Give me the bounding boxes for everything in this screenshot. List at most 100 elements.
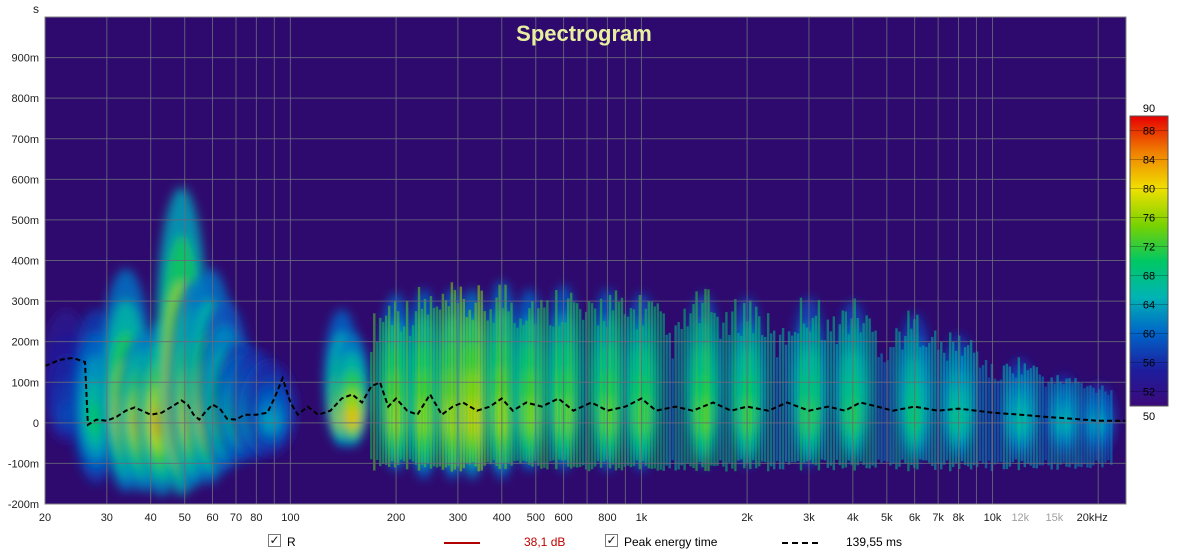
r-checkbox[interactable]: ✓ bbox=[268, 533, 281, 547]
spectral-streak bbox=[722, 322, 725, 467]
spectral-streak bbox=[385, 315, 388, 465]
spectral-streak bbox=[793, 332, 797, 463]
legend-bar: ✓ R 38,1 dB ✓ Peak energy time 139,55 ms bbox=[0, 532, 1200, 554]
x-tick-label: 8k bbox=[953, 512, 965, 524]
spectral-streak bbox=[492, 322, 495, 461]
spectral-streak bbox=[928, 342, 931, 463]
spectral-streak bbox=[510, 302, 513, 466]
spectral-streak bbox=[647, 301, 651, 469]
spectral-streak bbox=[1098, 389, 1101, 464]
spectral-streak bbox=[611, 310, 615, 465]
spectral-streak bbox=[1071, 383, 1074, 465]
spectral-streak bbox=[814, 315, 818, 466]
x-tick-label: 7k bbox=[932, 512, 944, 524]
spectral-streak bbox=[1050, 377, 1053, 470]
spectral-streak bbox=[752, 333, 755, 461]
spectral-streak bbox=[838, 324, 841, 466]
spectral-streak bbox=[379, 317, 382, 467]
spectral-streak bbox=[423, 298, 427, 468]
spectral-streak bbox=[886, 360, 889, 462]
spectral-streak bbox=[904, 335, 907, 464]
spectral-streak bbox=[963, 347, 967, 466]
x-tick-label: 400 bbox=[493, 512, 511, 524]
x-tick-label: 30 bbox=[101, 512, 113, 524]
spectral-streak bbox=[934, 330, 937, 470]
y-tick-label: 500m bbox=[11, 215, 39, 227]
spectral-streak bbox=[787, 331, 791, 465]
spectral-streak bbox=[931, 336, 934, 466]
spectral-streak bbox=[584, 311, 588, 470]
spectral-streak bbox=[668, 332, 671, 469]
spectral-streak bbox=[620, 297, 624, 471]
energy-blob bbox=[244, 361, 297, 456]
spectral-streak bbox=[716, 316, 719, 466]
spectral-streak bbox=[575, 303, 579, 468]
peak-energy-checkbox[interactable]: ✓ bbox=[605, 533, 618, 547]
spectral-streak bbox=[835, 344, 839, 460]
spectral-streak bbox=[925, 346, 928, 461]
spectral-streak bbox=[662, 313, 665, 471]
spectral-streak bbox=[1023, 363, 1027, 468]
spectral-streak bbox=[737, 332, 740, 461]
spectral-streak bbox=[370, 351, 373, 460]
x-tick-label: 5k bbox=[881, 512, 893, 524]
spectral-streak bbox=[387, 305, 391, 467]
spectral-streak bbox=[587, 301, 591, 472]
spectral-streak bbox=[710, 312, 713, 466]
spectral-streak bbox=[865, 315, 868, 469]
spectral-streak bbox=[856, 317, 859, 466]
spectral-streak bbox=[713, 312, 716, 466]
spectral-streak bbox=[405, 300, 409, 470]
spectral-streak bbox=[465, 317, 468, 463]
colorbar-tick-label: 64 bbox=[1143, 300, 1155, 312]
spectral-streak bbox=[674, 325, 677, 471]
spectral-streak bbox=[1080, 383, 1083, 467]
spectral-streak bbox=[695, 291, 698, 471]
spectral-streak bbox=[483, 311, 486, 466]
spectral-streak bbox=[758, 316, 761, 467]
spectral-streak bbox=[635, 329, 639, 461]
spectral-streak bbox=[1110, 390, 1113, 465]
spectral-streak bbox=[826, 319, 830, 469]
x-tick-label: 300 bbox=[449, 512, 467, 524]
spectral-streak bbox=[686, 326, 689, 464]
spectral-streak bbox=[549, 325, 552, 462]
colorbar: 88 84 80 76 72 68 64 60 56 52 90 50 bbox=[1129, 103, 1169, 423]
spectral-streak bbox=[877, 357, 880, 460]
peak-energy-line bbox=[45, 356, 1126, 427]
spectral-streak bbox=[841, 310, 844, 469]
peak-energy-swatch bbox=[782, 542, 818, 544]
spectral-streak bbox=[698, 323, 701, 462]
spectral-streak bbox=[731, 311, 734, 469]
spectral-streak bbox=[528, 308, 531, 465]
spectral-streak bbox=[692, 303, 695, 469]
y-tick-label: 200m bbox=[11, 337, 39, 349]
colorbar-tick-label: 60 bbox=[1143, 329, 1155, 341]
spectral-streak bbox=[943, 352, 946, 465]
spectral-streak bbox=[960, 355, 964, 462]
spectral-streak bbox=[1047, 381, 1050, 466]
spectral-streak bbox=[558, 326, 561, 460]
spectral-streak bbox=[629, 308, 633, 468]
spectral-streak bbox=[796, 333, 800, 461]
y-tick-label: 0 bbox=[33, 418, 39, 430]
spectral-streak bbox=[763, 336, 767, 463]
spectral-streak bbox=[1077, 382, 1080, 467]
spectral-streak bbox=[581, 319, 585, 466]
y-tick-label: -100m bbox=[8, 458, 39, 470]
spectral-streak bbox=[832, 316, 836, 471]
spectral-streak bbox=[892, 347, 895, 464]
y-axis-unit-label: s bbox=[33, 2, 39, 16]
spectral-streak bbox=[632, 309, 636, 467]
y-tick-label: 100m bbox=[11, 377, 39, 389]
spectral-streak bbox=[895, 328, 898, 470]
x-tick-label: 3k bbox=[803, 512, 815, 524]
spectral-streak bbox=[537, 308, 540, 466]
spectral-streak bbox=[671, 358, 674, 461]
x-tick-label: 12k bbox=[1011, 512, 1029, 524]
spectral-streak bbox=[522, 325, 525, 461]
spectral-streak bbox=[761, 335, 764, 462]
x-tick-label: 4k bbox=[847, 512, 859, 524]
spectral-streak bbox=[972, 352, 976, 466]
